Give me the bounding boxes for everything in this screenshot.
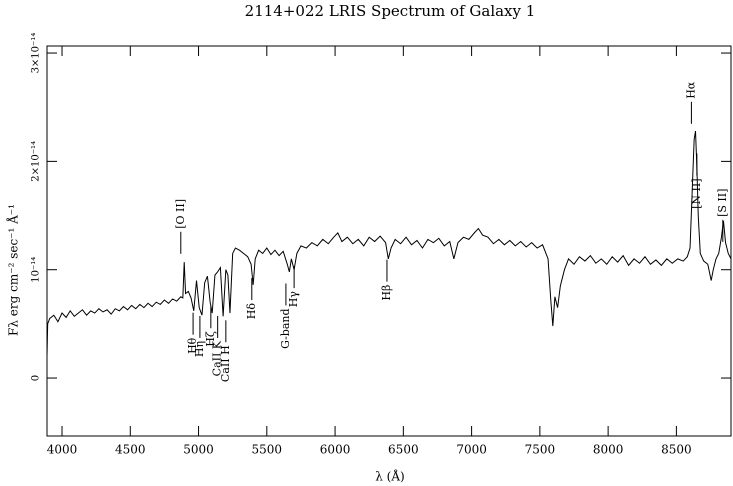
x-tick-label: 8000 <box>593 443 624 457</box>
x-axis-label: λ (Å) <box>375 469 404 484</box>
x-tick-label: 6000 <box>320 443 351 457</box>
chart-title: 2114+022 LRIS Spectrum of Galaxy 1 <box>245 2 536 20</box>
line-label: Hθ <box>186 337 199 354</box>
line-label: Hγ <box>287 291 300 308</box>
line-label: Hδ <box>245 303 258 320</box>
line-label: [S II] <box>716 189 729 217</box>
x-tick-label: 4000 <box>47 443 78 457</box>
y-tick-label: 0 <box>31 375 42 381</box>
plot-frame <box>46 45 732 437</box>
line-label: [N II] <box>690 178 703 208</box>
line-label: Hζ <box>204 331 217 347</box>
y-tick-label: 10⁻¹⁴ <box>31 257 42 283</box>
x-tick-label: 5500 <box>252 443 283 457</box>
line-label: G-band <box>279 308 292 348</box>
x-tick-label: 7500 <box>525 443 556 457</box>
line-label: Hη <box>193 341 206 357</box>
y-tick-label: 3×10⁻¹⁴ <box>31 33 42 74</box>
y-axis-label: Fλ erg cm⁻² sec⁻¹ Å⁻¹ <box>6 204 21 336</box>
x-tick-label: 6500 <box>388 443 419 457</box>
line-label: Hα <box>684 81 697 99</box>
x-tick-label: 5000 <box>183 443 214 457</box>
line-label: Hβ <box>380 285 393 301</box>
x-tick-label: 8500 <box>661 443 692 457</box>
x-tick-label: 4500 <box>115 443 146 457</box>
y-tick-label: 2×10⁻¹⁴ <box>31 141 42 182</box>
line-label: CaII H <box>219 345 232 382</box>
line-label: CaII K <box>211 340 224 376</box>
spectrum-line <box>46 130 732 357</box>
line-label: [O II] <box>174 199 187 229</box>
x-tick-label: 7000 <box>456 443 487 457</box>
